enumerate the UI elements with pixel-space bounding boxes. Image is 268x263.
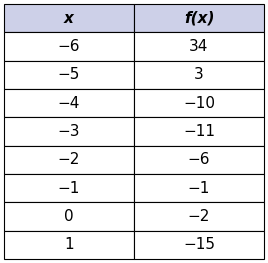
Bar — [134, 202, 264, 231]
Text: −15: −15 — [183, 237, 215, 252]
Text: 0: 0 — [64, 209, 74, 224]
Text: −6: −6 — [58, 39, 80, 54]
Text: −4: −4 — [58, 96, 80, 111]
Text: −2: −2 — [188, 209, 210, 224]
Text: −11: −11 — [183, 124, 215, 139]
Text: −3: −3 — [58, 124, 80, 139]
Bar — [4, 174, 134, 202]
Bar — [4, 4, 134, 32]
Bar — [134, 61, 264, 89]
Text: 34: 34 — [189, 39, 209, 54]
Bar — [134, 117, 264, 146]
Bar — [4, 117, 134, 146]
Bar — [4, 146, 134, 174]
Text: f(x): f(x) — [184, 11, 214, 26]
Text: x: x — [64, 11, 74, 26]
Text: 1: 1 — [64, 237, 74, 252]
Bar — [4, 61, 134, 89]
Text: 3: 3 — [194, 67, 204, 82]
Bar — [4, 231, 134, 259]
Text: −1: −1 — [58, 181, 80, 196]
Bar — [134, 146, 264, 174]
Bar — [134, 231, 264, 259]
Bar — [134, 32, 264, 61]
Text: −5: −5 — [58, 67, 80, 82]
Text: −1: −1 — [188, 181, 210, 196]
Bar — [134, 4, 264, 32]
Bar — [4, 89, 134, 117]
Text: −10: −10 — [183, 96, 215, 111]
Text: −2: −2 — [58, 152, 80, 167]
Bar — [4, 32, 134, 61]
Text: −6: −6 — [188, 152, 210, 167]
Bar — [134, 174, 264, 202]
Bar — [134, 89, 264, 117]
Bar — [4, 202, 134, 231]
